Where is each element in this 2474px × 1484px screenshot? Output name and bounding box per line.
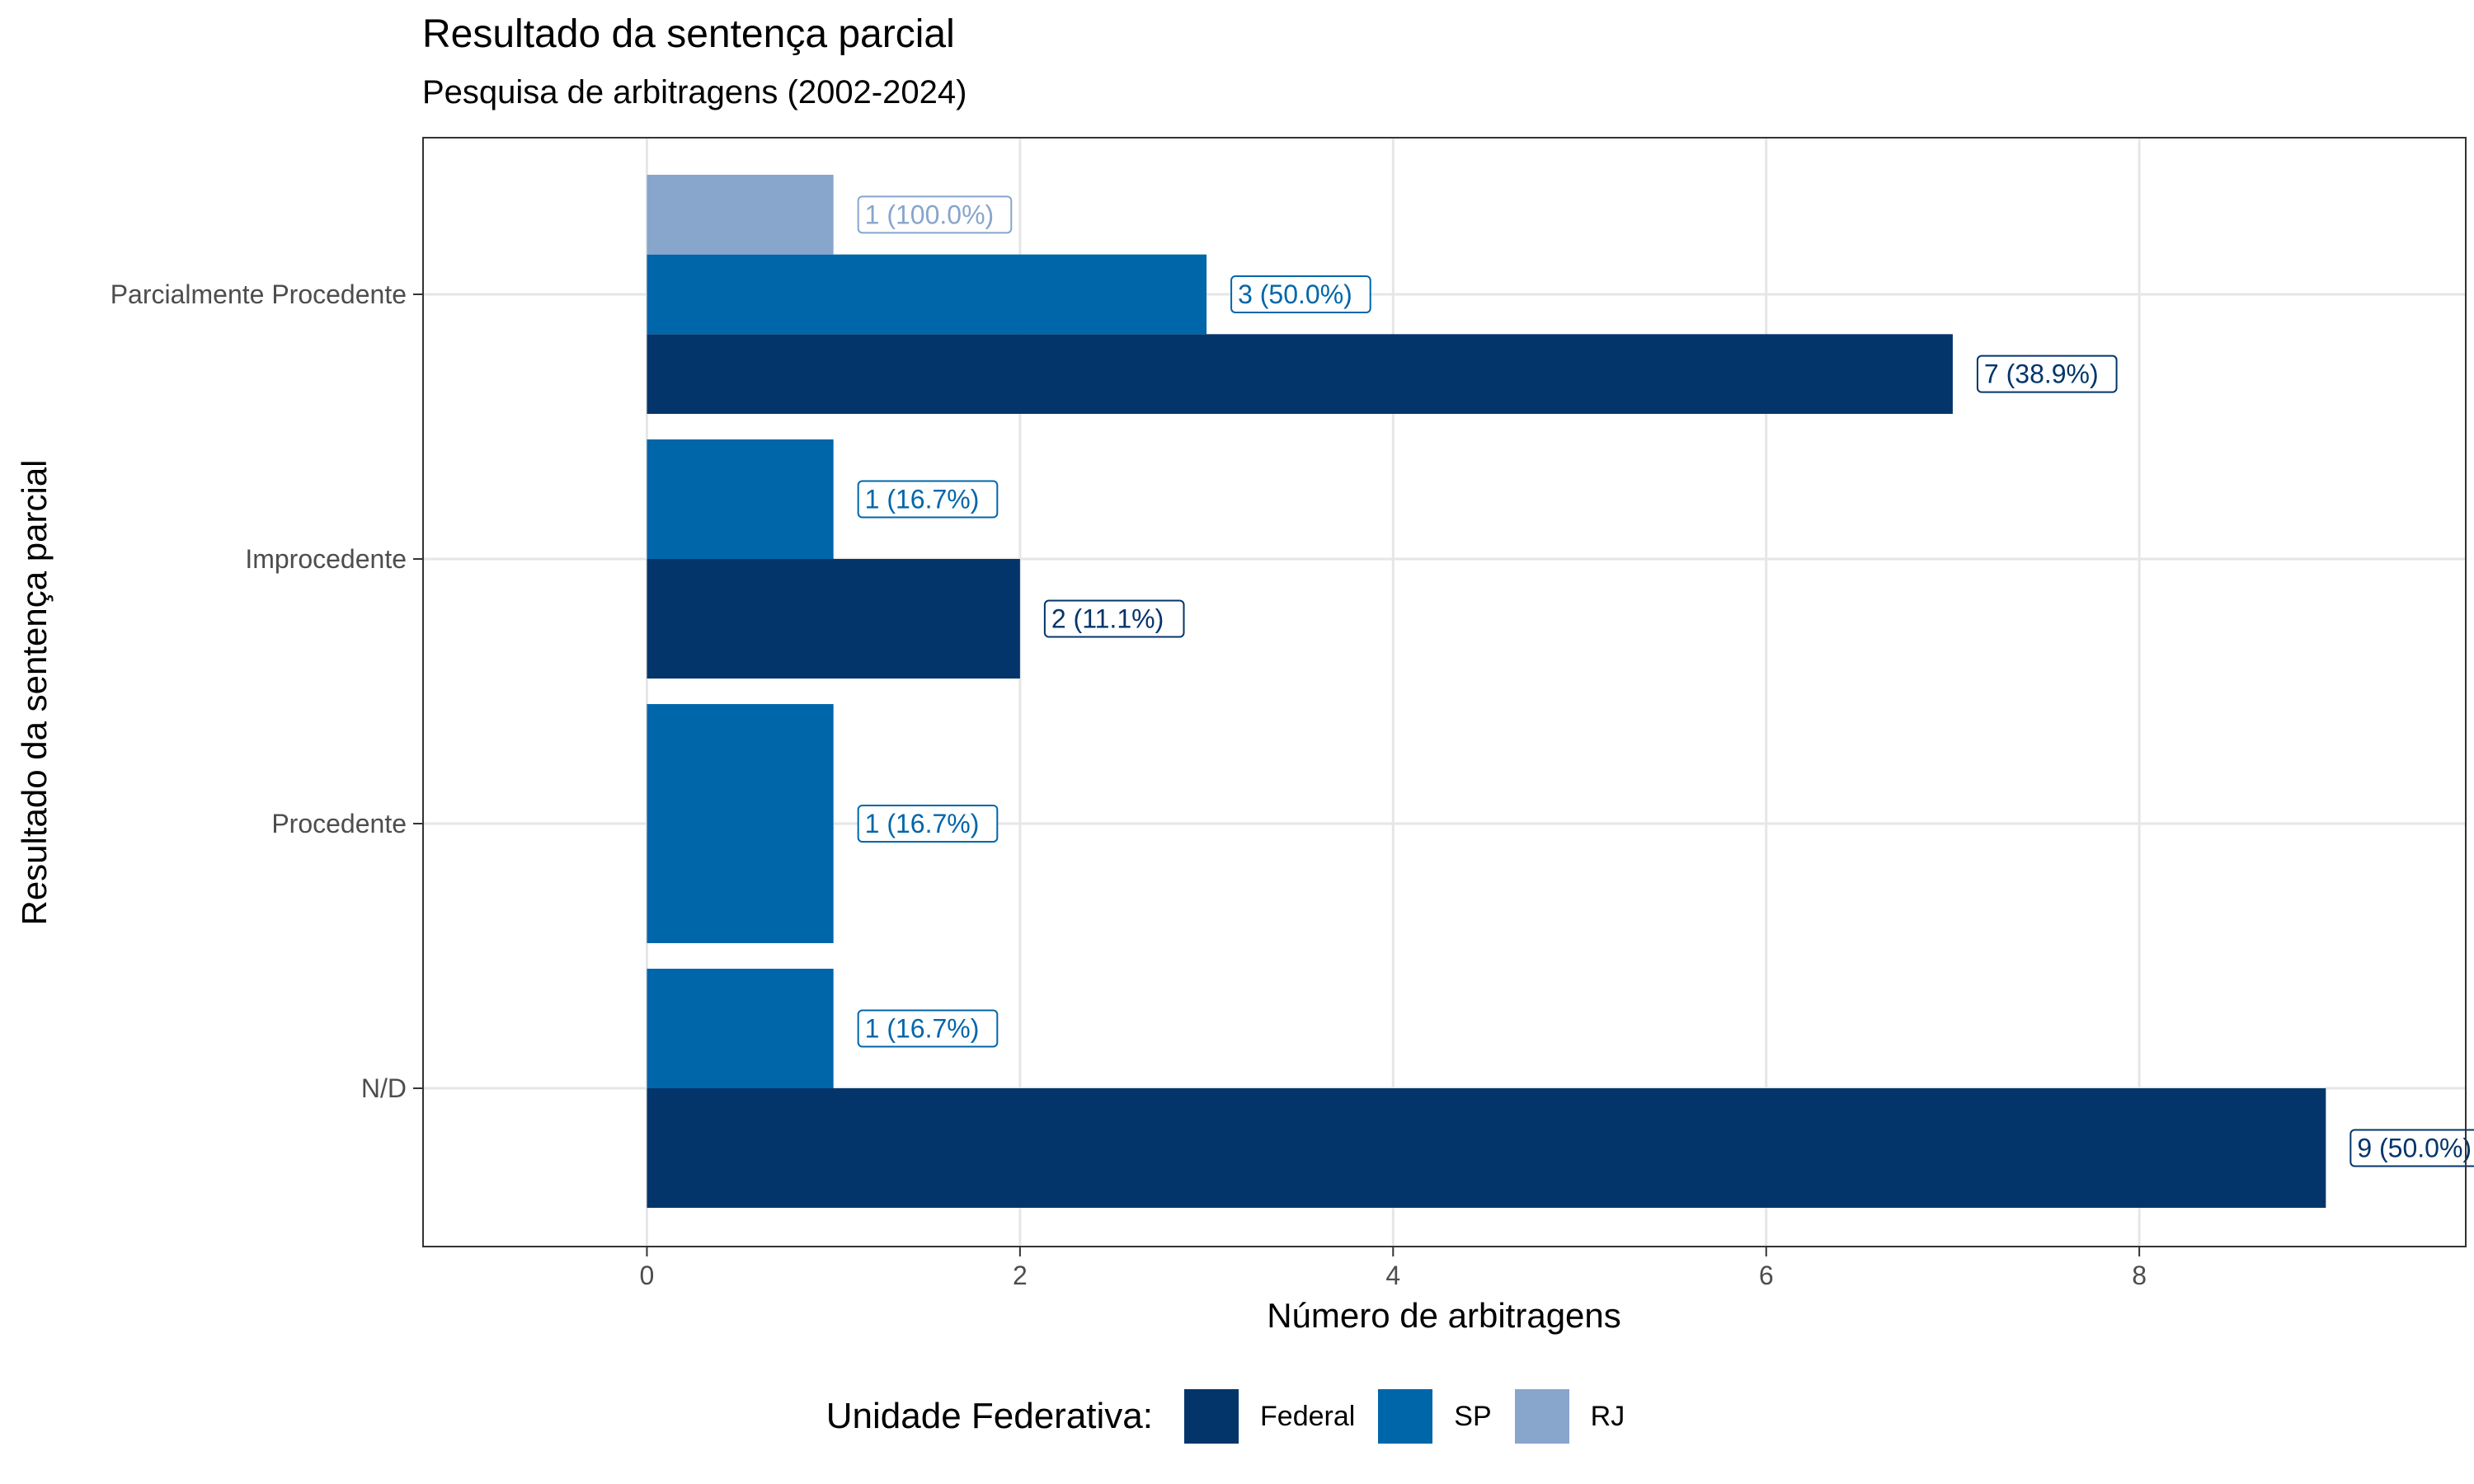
- bar-federal: [647, 334, 1953, 414]
- data-label-box: [857, 195, 1013, 234]
- axes: 0 2 4 6 8 Parcialmente Procedente Improcedente…: [111, 279, 2147, 1290]
- data-label-text: 1 (16.7%): [865, 809, 980, 838]
- data-label-text: 1 (16.7%): [865, 1014, 980, 1044]
- legend-item-federal: Federal: [1184, 1389, 1355, 1444]
- data-label-text: 9 (50.0%): [2357, 1134, 2472, 1163]
- data-label-box: [857, 805, 999, 843]
- bar-rj: [647, 175, 834, 255]
- x-tick-label: 0: [640, 1261, 655, 1290]
- data-label-box: [1230, 275, 1371, 313]
- x-tick-label: 4: [1385, 1261, 1400, 1290]
- bar-sp: [647, 254, 1207, 335]
- bar-sp: [647, 969, 834, 1088]
- data-label: 1 (16.7%): [857, 1009, 999, 1048]
- data-label: 9 (50.0%): [2349, 1129, 2474, 1167]
- data-label: 2 (11.1%): [1043, 599, 1185, 638]
- panel-border: [422, 137, 2467, 1247]
- x-axis-title: Número de arbitragens: [1267, 1296, 1621, 1335]
- data-label-text: 1 (100.0%): [865, 200, 995, 229]
- chart-title: Resultado da sentença parcial: [422, 12, 955, 56]
- x-tick-label: 8: [2132, 1261, 2147, 1290]
- data-label-box: [857, 480, 999, 519]
- data-label: 1 (16.7%): [857, 480, 999, 519]
- data-labels: 7 (38.9%) 3 (50.0%) 1 (100.0%) 2 (11.1%) 1 (…: [857, 195, 2474, 1167]
- bars: [647, 175, 2326, 1208]
- data-label-text: 7 (38.9%): [1984, 359, 2099, 389]
- bar-sp: [647, 704, 834, 943]
- y-axis-title: Resultado da sentença parcial: [15, 459, 54, 925]
- data-label-box: [857, 1009, 999, 1048]
- legend-item-sp: SP: [1378, 1389, 1492, 1444]
- data-label: 3 (50.0%): [1230, 275, 1371, 313]
- legend: Unidade Federativa: Federal SP RJ: [0, 1389, 2474, 1444]
- legend-key-rj: [1514, 1389, 1569, 1444]
- data-label-box: [1976, 355, 2118, 393]
- bar-federal: [647, 559, 1020, 679]
- data-label-text: 2 (11.1%): [1051, 604, 1164, 634]
- bar-chart: 7 (38.9%) 3 (50.0%) 1 (100.0%) 2 (11.1%) 1 (…: [15, 137, 2474, 1335]
- y-tick-label: N/D: [361, 1073, 407, 1103]
- data-label: 1 (16.7%): [857, 805, 999, 843]
- data-label: 1 (100.0%): [857, 195, 1013, 234]
- x-tick-label: 6: [1759, 1261, 1774, 1290]
- y-tick-label: Improcedente: [245, 544, 407, 574]
- legend-key-federal: [1184, 1389, 1239, 1444]
- y-tick-label: Procedente: [271, 809, 407, 838]
- bar-sp: [647, 439, 834, 559]
- legend-item-rj: RJ: [1514, 1389, 1625, 1444]
- chart-subtitle: Pesquisa de arbitragens (2002-2024): [422, 74, 967, 110]
- legend-key-sp: [1378, 1389, 1433, 1444]
- x-tick-label: 2: [1013, 1261, 1028, 1290]
- legend-title: Unidade Federativa:: [825, 1396, 1154, 1436]
- legend-label-federal: Federal: [1260, 1400, 1356, 1432]
- data-label-text: 1 (16.7%): [865, 485, 980, 514]
- data-label: 7 (38.9%): [1976, 355, 2118, 393]
- y-tick-label: Parcialmente Procedente: [111, 279, 407, 309]
- legend-label-sp: SP: [1454, 1400, 1492, 1432]
- legend-label-rj: RJ: [1590, 1400, 1625, 1432]
- bar-federal: [647, 1088, 2326, 1208]
- data-label-box: [2349, 1129, 2474, 1167]
- data-label-text: 3 (50.0%): [1238, 279, 1352, 309]
- data-label-box: [1043, 599, 1185, 638]
